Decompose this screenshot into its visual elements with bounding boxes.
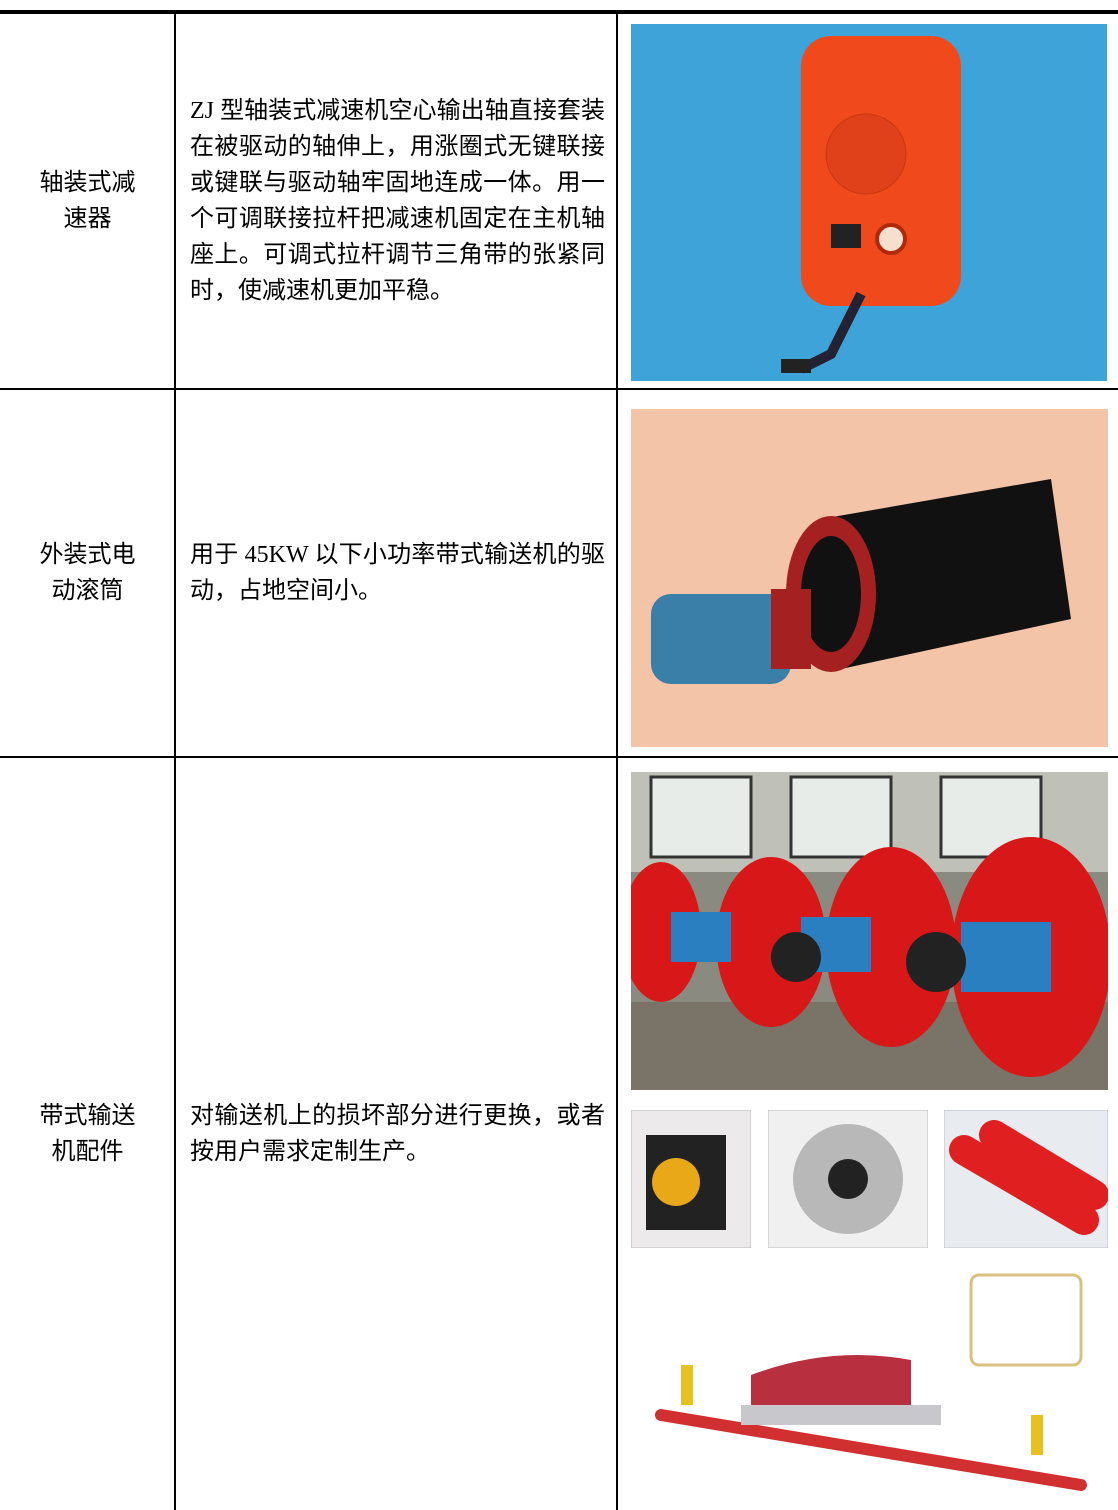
rule xyxy=(0,10,1118,14)
product-name: 带式输送机配件 xyxy=(39,1103,136,1165)
product-description: 对输送机上的损坏部分进行更换，或者按用户需求定制生产。 xyxy=(190,1103,605,1165)
rule xyxy=(0,756,1118,758)
photo-part xyxy=(944,1110,1108,1248)
photo-part xyxy=(631,1110,751,1248)
cell: ZJ 型轴装式减速机空心输出轴直接套装在被驱动的轴伸上，用涨圈式无键联接或键联与… xyxy=(177,14,617,388)
rule xyxy=(174,12,176,1510)
photo-cleaner xyxy=(631,1265,1108,1505)
cell: 外装式电动滚筒 xyxy=(0,390,175,756)
photo-drum xyxy=(631,409,1108,747)
photo-reducer xyxy=(631,24,1107,381)
cell: 轴装式减速器 xyxy=(0,14,175,388)
product-description: 用于 45KW 以下小功率带式输送机的驱动，占地空间小。 xyxy=(190,542,605,604)
photo-part xyxy=(768,1110,928,1248)
rule xyxy=(616,12,618,1510)
rule xyxy=(0,388,1118,390)
product-name: 轴装式减速器 xyxy=(39,170,136,232)
cell: 用于 45KW 以下小功率带式输送机的驱动，占地空间小。 xyxy=(177,390,617,756)
product-description: ZJ 型轴装式减速机空心输出轴直接套装在被驱动的轴伸上，用涨圈式无键联接或键联与… xyxy=(190,98,605,304)
cell: 带式输送机配件 xyxy=(0,758,175,1510)
product-name: 外装式电动滚筒 xyxy=(39,542,136,604)
cell: 对输送机上的损坏部分进行更换，或者按用户需求定制生产。 xyxy=(177,758,617,1510)
photo-pulleys xyxy=(631,772,1108,1090)
